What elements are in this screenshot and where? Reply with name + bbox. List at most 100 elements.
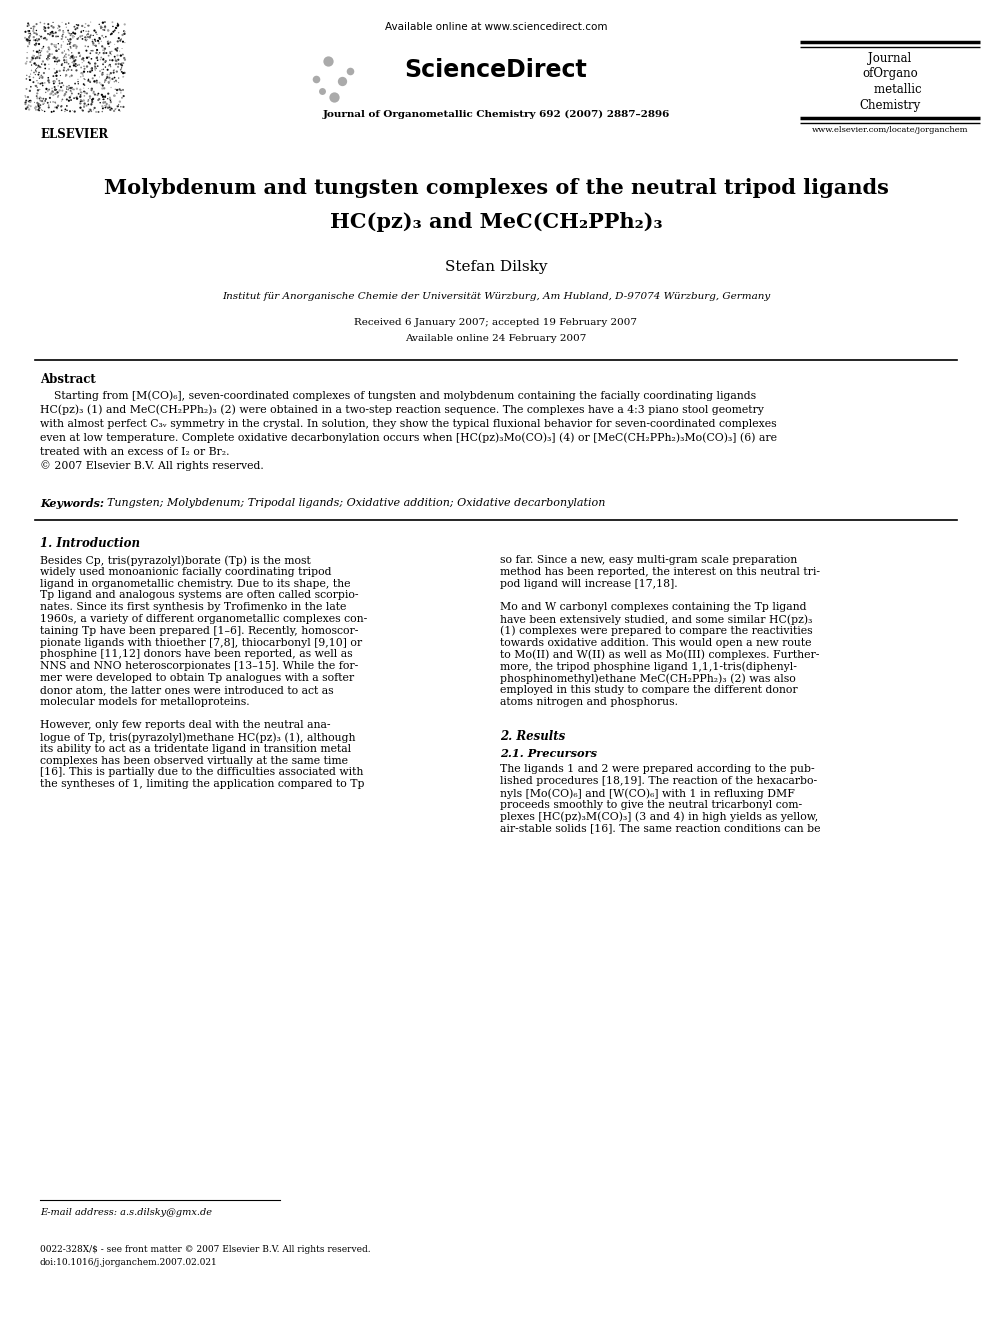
Point xyxy=(83,79,99,101)
Text: Received 6 January 2007; accepted 19 February 2007: Received 6 January 2007; accepted 19 Feb… xyxy=(354,318,638,327)
Point xyxy=(57,85,72,106)
Point xyxy=(98,26,114,48)
Point xyxy=(66,54,82,75)
Point xyxy=(22,69,38,90)
Point xyxy=(48,62,63,83)
Point xyxy=(46,82,62,103)
Point xyxy=(61,38,76,60)
Point xyxy=(42,44,58,65)
Point xyxy=(44,16,60,37)
Point xyxy=(97,70,113,91)
Point xyxy=(47,71,62,93)
Text: the syntheses of 1, limiting the application compared to Tp: the syntheses of 1, limiting the applica… xyxy=(40,779,364,790)
Point xyxy=(71,54,87,75)
Point xyxy=(54,90,69,111)
Text: Journal of Organometallic Chemistry 692 (2007) 2887–2896: Journal of Organometallic Chemistry 692 … xyxy=(322,110,670,119)
Point xyxy=(28,97,44,118)
Point xyxy=(62,48,78,69)
Point xyxy=(41,67,57,89)
Point xyxy=(108,50,124,71)
Point xyxy=(85,25,101,46)
Point xyxy=(97,85,113,106)
Text: employed in this study to compare the different donor: employed in this study to compare the di… xyxy=(500,685,798,695)
Text: 2.1. Precursors: 2.1. Precursors xyxy=(500,749,597,759)
Point xyxy=(19,29,35,50)
Point xyxy=(89,24,105,45)
Point xyxy=(59,17,74,38)
Point xyxy=(27,22,43,44)
Point xyxy=(51,33,66,54)
Point xyxy=(113,29,129,50)
Text: www.elsevier.com/locate/jorganchem: www.elsevier.com/locate/jorganchem xyxy=(811,126,968,134)
Point xyxy=(334,70,350,91)
Point xyxy=(117,49,133,70)
Point xyxy=(74,49,90,70)
Point xyxy=(46,71,62,93)
Point xyxy=(94,85,110,106)
Point xyxy=(53,65,68,86)
Point xyxy=(115,44,131,65)
Point xyxy=(23,91,39,112)
Point xyxy=(51,95,66,116)
Point xyxy=(109,95,125,116)
Point xyxy=(103,91,119,112)
Point xyxy=(70,28,86,49)
Point xyxy=(29,13,45,34)
Point xyxy=(60,29,75,50)
Point xyxy=(65,45,81,66)
Point xyxy=(82,99,98,120)
Point xyxy=(107,20,123,41)
Point xyxy=(19,78,35,99)
Point xyxy=(93,16,109,37)
Point xyxy=(30,30,46,52)
Point xyxy=(100,20,116,41)
Point xyxy=(52,73,67,94)
Point xyxy=(97,91,113,112)
Point xyxy=(20,36,36,57)
Point xyxy=(63,81,79,102)
Point xyxy=(40,24,56,45)
Text: its ability to act as a tridentate ligand in transition metal: its ability to act as a tridentate ligan… xyxy=(40,744,351,754)
Point xyxy=(54,95,69,116)
Point xyxy=(34,41,50,62)
Point xyxy=(98,95,114,116)
Point xyxy=(55,81,70,102)
Point xyxy=(30,79,46,101)
Point xyxy=(29,28,45,49)
Point xyxy=(52,16,67,37)
Point xyxy=(65,79,81,101)
Point xyxy=(89,71,105,93)
Text: Besides Cp, tris(pyrazolyl)borate (Tp) is the most: Besides Cp, tris(pyrazolyl)borate (Tp) i… xyxy=(40,556,310,565)
Point xyxy=(29,70,45,91)
Point xyxy=(95,12,111,33)
Point xyxy=(50,98,65,119)
Point xyxy=(76,93,92,114)
Point xyxy=(101,54,117,75)
Point xyxy=(61,22,76,44)
Point xyxy=(26,45,42,66)
Point xyxy=(35,73,51,94)
Text: Institut für Anorganische Chemie der Universität Würzburg, Am Hubland, D-97074 W: Institut für Anorganische Chemie der Uni… xyxy=(222,292,770,302)
Point xyxy=(61,90,76,111)
Point xyxy=(83,94,99,115)
Text: plexes [HC(pz)₃M(CO)₃] (3 and 4) in high yields as yellow,: plexes [HC(pz)₃M(CO)₃] (3 and 4) in high… xyxy=(500,811,818,822)
Point xyxy=(78,95,94,116)
Point xyxy=(90,30,106,52)
Point xyxy=(49,61,64,82)
Point xyxy=(85,82,101,103)
Point xyxy=(62,75,77,97)
Point xyxy=(93,30,109,52)
Point xyxy=(67,73,83,94)
Point xyxy=(17,28,33,49)
Point xyxy=(43,83,59,105)
Point xyxy=(76,97,92,118)
Point xyxy=(116,21,132,42)
Point xyxy=(95,17,111,38)
Point xyxy=(60,33,75,54)
Point xyxy=(74,90,90,111)
Point xyxy=(43,91,59,112)
Point xyxy=(115,62,131,83)
Point xyxy=(55,42,70,64)
Point xyxy=(63,42,79,64)
Point xyxy=(101,97,117,118)
